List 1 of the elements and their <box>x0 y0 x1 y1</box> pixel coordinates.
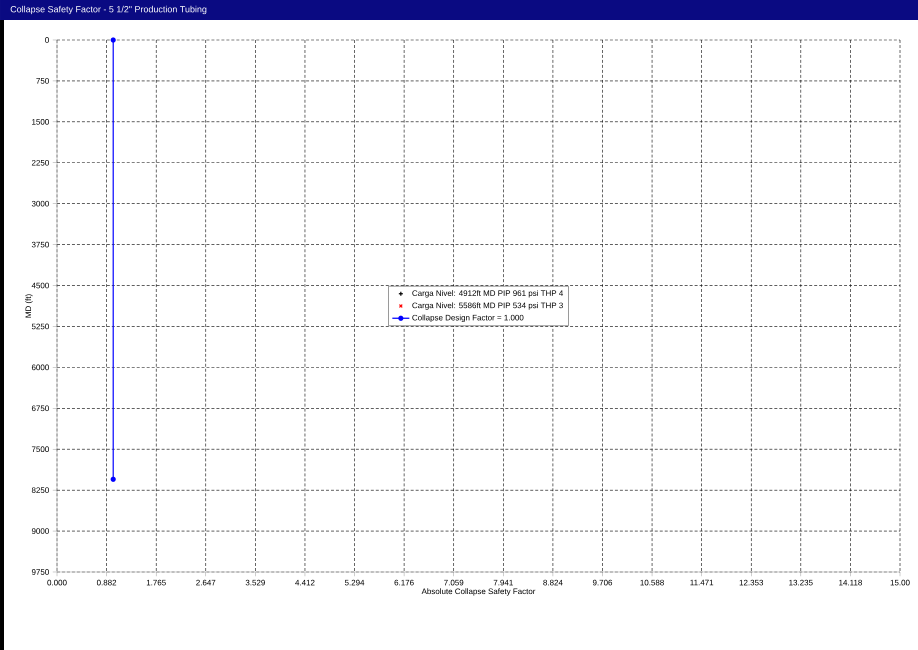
chart-title: Collapse Safety Factor - 5 1/2" Production Tubing <box>10 6 206 14</box>
